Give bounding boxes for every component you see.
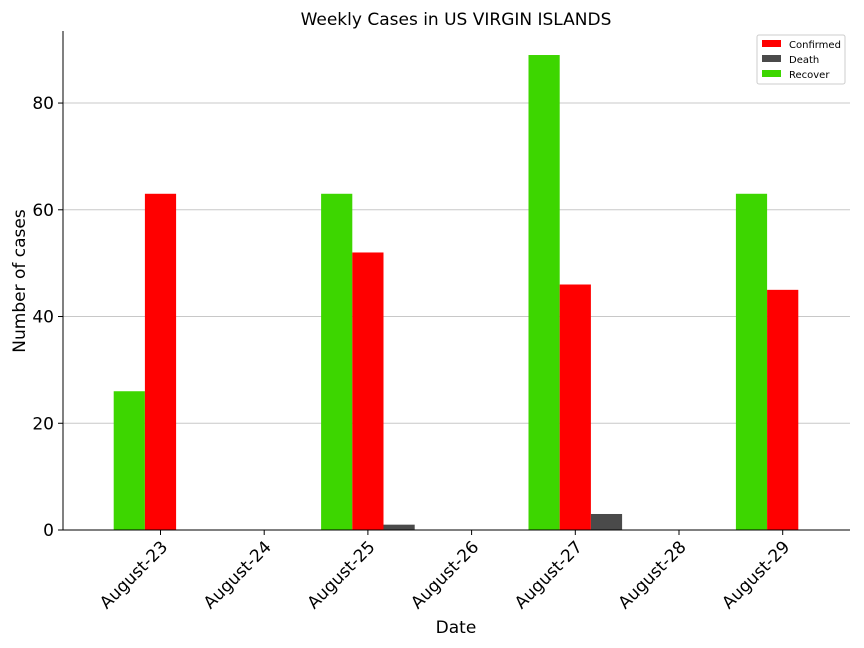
y-axis-label: Number of cases	[10, 209, 30, 353]
bar-recover	[321, 193, 353, 531]
legend-swatch-recover	[762, 70, 781, 77]
x-tick-label: August-28	[615, 537, 691, 613]
y-ticks: 0 20 40 60 80	[32, 94, 63, 541]
y-tick-label: 80	[32, 94, 54, 114]
legend-label-death: Death	[789, 55, 819, 66]
bar-recover	[528, 55, 560, 530]
legend-swatch-confirmed	[762, 40, 781, 47]
legend-label-recover: Recover	[789, 70, 830, 81]
x-tick-label: August-27	[511, 537, 587, 613]
bars	[113, 55, 799, 531]
y-tick-label: 0	[43, 521, 54, 541]
bar-confirmed	[352, 252, 384, 531]
y-tick-label: 40	[32, 308, 54, 328]
grid-lines	[63, 102, 850, 424]
bar-recover	[113, 391, 145, 530]
y-tick-label: 20	[32, 414, 54, 434]
x-tick-label: August-26	[407, 537, 483, 613]
legend: Confirmed Death Recover	[756, 34, 846, 85]
legend-swatch-death	[762, 55, 781, 62]
x-tick-label: August-29	[718, 537, 794, 613]
x-ticks: August-23 August-24 August-25 August-26 Augu…	[96, 530, 794, 613]
x-tick-label: August-23	[96, 537, 172, 613]
bar-confirmed	[767, 289, 799, 530]
bar-death	[383, 524, 415, 530]
bar-death	[590, 513, 623, 530]
legend-label-confirmed: Confirmed	[789, 40, 841, 51]
bar-confirmed	[144, 193, 177, 531]
y-tick-label: 60	[32, 201, 54, 221]
x-tick-label: August-25	[304, 537, 380, 613]
bar-recover	[735, 193, 768, 531]
chart-title: Weekly Cases in US VIRGIN ISLANDS	[301, 10, 612, 30]
x-axis-label: Date	[436, 618, 477, 638]
x-tick-label: August-24	[200, 537, 276, 613]
bar-confirmed	[559, 284, 591, 530]
